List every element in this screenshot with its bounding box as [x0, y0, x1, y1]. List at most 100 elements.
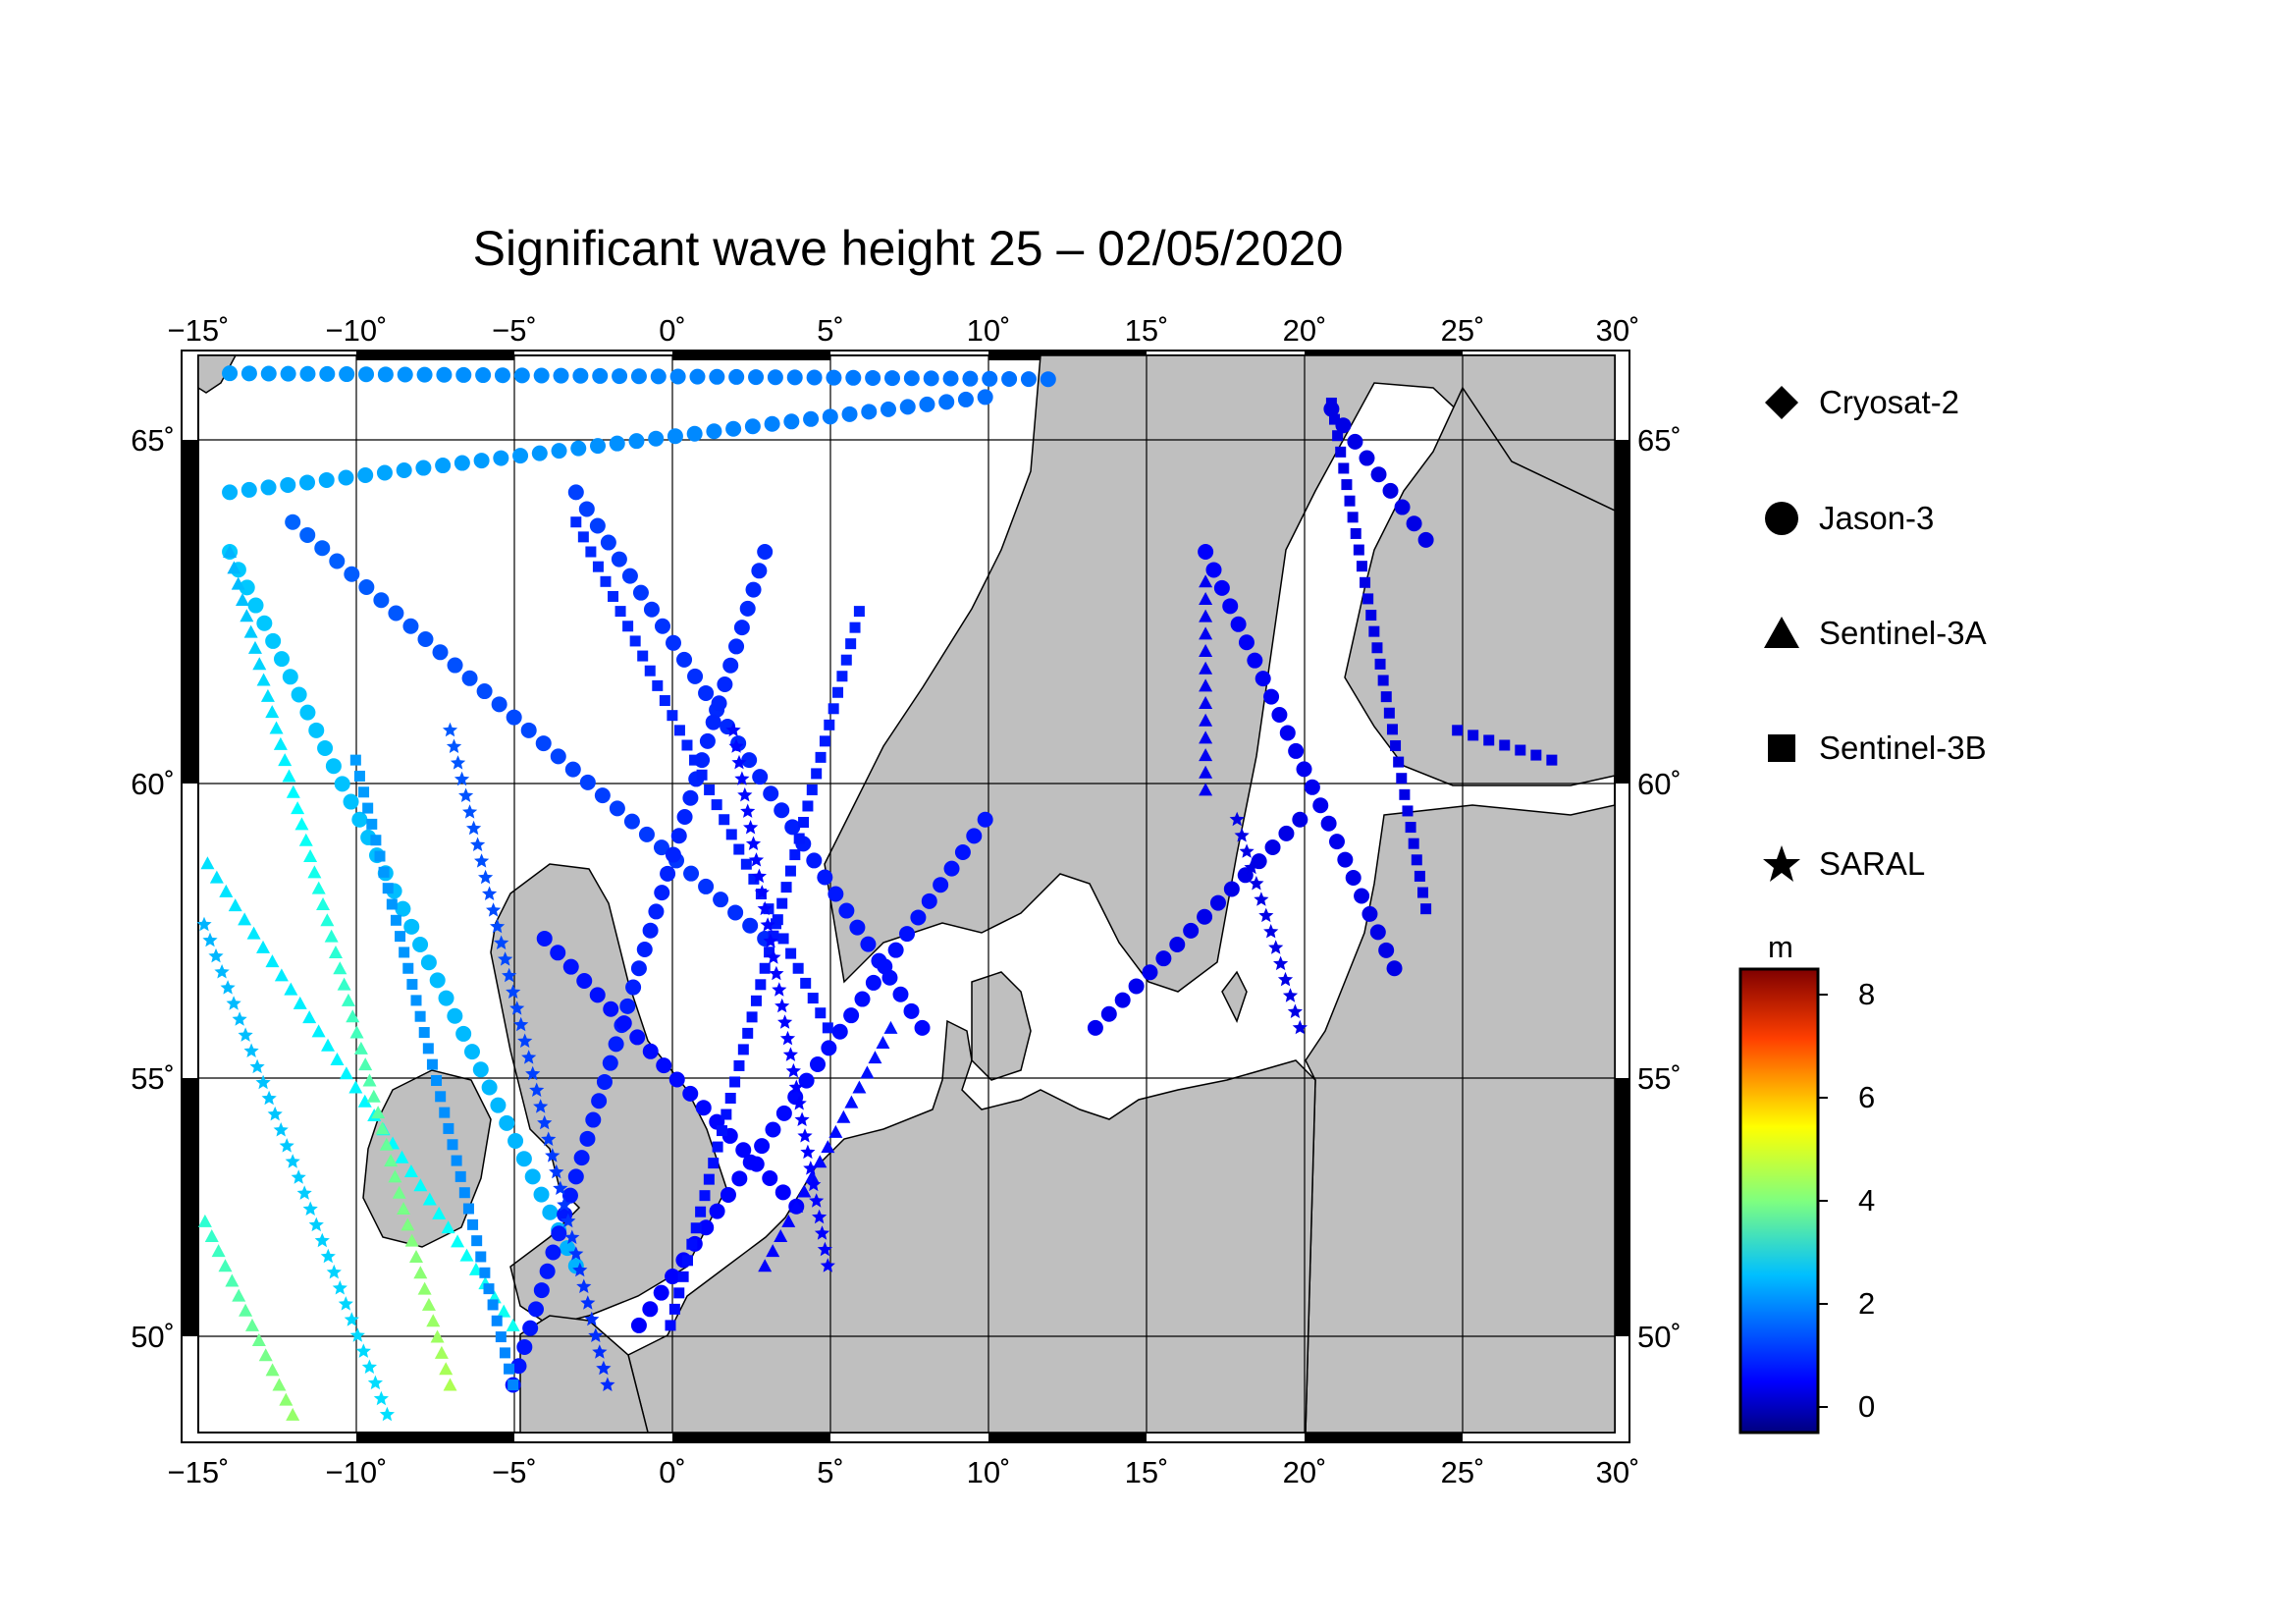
marker-sentinel-3b: [768, 930, 779, 942]
marker-sentinel-3a: [200, 856, 215, 870]
marker-jason-3: [698, 1219, 715, 1236]
marker-sentinel-3b: [1380, 691, 1392, 703]
marker-sentinel-3a: [1199, 713, 1213, 727]
marker-sentinel-3b: [740, 858, 752, 870]
marker-jason-3: [591, 1093, 608, 1109]
marker-sentinel-3b: [759, 962, 771, 974]
marker-sentinel-3b: [1374, 658, 1386, 670]
marker-saral: [731, 754, 747, 770]
marker-sentinel-3b: [577, 531, 589, 543]
marker-sentinel-3b: [733, 1059, 745, 1071]
marker-sentinel-3a: [223, 545, 238, 559]
marker-saral: [344, 1312, 359, 1326]
marker-jason-3: [695, 1100, 712, 1116]
marker-saral: [545, 1148, 561, 1163]
marker-jason-3: [377, 366, 394, 383]
marker-jason-3: [339, 366, 355, 383]
marker-jason-3: [550, 945, 566, 961]
marker-sentinel-3b: [681, 1255, 693, 1267]
marker-saral: [820, 1258, 835, 1272]
marker-sentinel-3b: [729, 1076, 741, 1088]
marker-saral: [592, 1344, 608, 1359]
marker-sentinel-3b: [1329, 413, 1341, 425]
marker-sentinel-3a: [805, 1169, 820, 1183]
lon-tick-label: 10˚: [967, 1455, 1011, 1489]
marker-jason-3: [603, 1001, 619, 1017]
marker-sentinel-3b: [681, 739, 693, 751]
lon-tick-label: 25˚: [1441, 1455, 1485, 1489]
marker-jason-3: [1198, 544, 1214, 561]
marker-jason-3: [982, 370, 998, 387]
marker-sentinel-3b: [845, 638, 857, 650]
marker-saral: [1277, 971, 1294, 987]
marker-jason-3: [608, 1036, 624, 1053]
marker-jason-3: [642, 1301, 659, 1318]
marker-jason-3: [666, 634, 682, 651]
marker-sentinel-3b: [1350, 527, 1362, 539]
marker-jason-3: [472, 1061, 489, 1078]
marker-sentinel-3a: [307, 865, 322, 879]
marker-sentinel-3a: [1199, 609, 1213, 622]
marker-jason-3: [822, 408, 838, 425]
marker-jason-3: [291, 686, 307, 703]
marker-saral: [466, 820, 482, 836]
marker-sentinel-3a: [303, 849, 318, 863]
marker-sentinel-3b: [1377, 675, 1389, 686]
lat-tick-label: 65˚: [131, 423, 175, 458]
lon-tick-label: −5˚: [492, 313, 537, 348]
marker-jason-3: [1128, 978, 1145, 995]
star-icon: [1762, 844, 1801, 884]
lon-tick-label: 20˚: [1283, 1455, 1327, 1489]
marker-saral: [812, 1209, 828, 1224]
marker-saral: [561, 1213, 576, 1228]
marker-sentinel-3b: [824, 719, 835, 730]
marker-saral: [285, 1154, 300, 1168]
marker-sentinel-3b: [458, 1187, 470, 1199]
marker-jason-3: [416, 366, 433, 383]
marker-jason-3: [334, 776, 350, 792]
marker-saral: [584, 1311, 600, 1326]
marker-sentinel-3b: [451, 1155, 462, 1166]
marker-sentinel-3a: [286, 784, 300, 798]
marker-jason-3: [493, 450, 509, 466]
marker-sentinel-3b: [1468, 730, 1479, 741]
marker-saral: [1273, 955, 1289, 971]
marker-saral: [243, 1043, 259, 1057]
marker-sentinel-3a: [852, 1080, 867, 1094]
marker-sentinel-3b: [806, 784, 818, 795]
lon-tick-label: −10˚: [326, 1455, 388, 1489]
marker-jason-3: [698, 878, 715, 894]
lon-tick-label: 15˚: [1125, 313, 1169, 348]
marker-jason-3: [1230, 616, 1247, 632]
marker-sentinel-3a: [302, 1010, 317, 1024]
marker-sentinel-3a: [358, 1057, 373, 1071]
marker-sentinel-3b: [724, 1092, 736, 1104]
marker-sentinel-3b: [1414, 870, 1425, 882]
lat-ticks-left: 65˚ 60˚ 55˚ 50˚: [131, 423, 175, 1354]
marker-jason-3: [861, 404, 878, 420]
marker-jason-3: [561, 1187, 578, 1204]
marker-sentinel-3a: [204, 1228, 219, 1242]
marker-sentinel-3b: [785, 947, 797, 959]
marker-jason-3: [648, 430, 665, 447]
lon-tick-label: 30˚: [1596, 1455, 1640, 1489]
marker-jason-3: [774, 802, 790, 819]
marker-sentinel-3b: [1360, 576, 1371, 588]
marker-jason-3: [1183, 922, 1200, 939]
marker-jason-3: [1406, 515, 1422, 532]
marker-jason-3: [1378, 942, 1395, 958]
marker-sentinel-3b: [504, 1363, 515, 1375]
marker-sentinel-3a: [348, 1080, 363, 1094]
lat-tick-label: 55˚: [131, 1061, 175, 1096]
marker-sentinel-3b: [802, 800, 814, 812]
marker-jason-3: [612, 368, 628, 385]
marker-jason-3: [642, 922, 659, 939]
marker-jason-3: [611, 551, 627, 568]
marker-jason-3: [619, 998, 636, 1014]
marker-sentinel-3a: [409, 1249, 423, 1263]
marker-jason-3: [642, 1043, 659, 1059]
marker-jason-3: [764, 415, 780, 432]
marker-sentinel-3b: [395, 931, 406, 943]
marker-jason-3: [903, 1002, 920, 1019]
legend-item-sentinel-3a: Sentinel-3A: [1762, 609, 1987, 658]
